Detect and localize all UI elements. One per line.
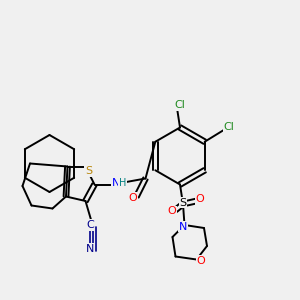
Text: O: O: [195, 194, 204, 205]
Text: O: O: [167, 206, 176, 217]
Text: N: N: [179, 221, 187, 232]
Text: S: S: [85, 166, 92, 176]
Text: O: O: [128, 193, 137, 203]
Text: S: S: [179, 197, 187, 208]
Text: C: C: [86, 220, 94, 230]
Text: Cl: Cl: [175, 100, 185, 110]
Text: O: O: [196, 256, 206, 266]
Text: N: N: [112, 178, 120, 188]
Text: H: H: [119, 178, 126, 188]
Text: Cl: Cl: [223, 122, 234, 132]
Text: N: N: [86, 244, 94, 254]
